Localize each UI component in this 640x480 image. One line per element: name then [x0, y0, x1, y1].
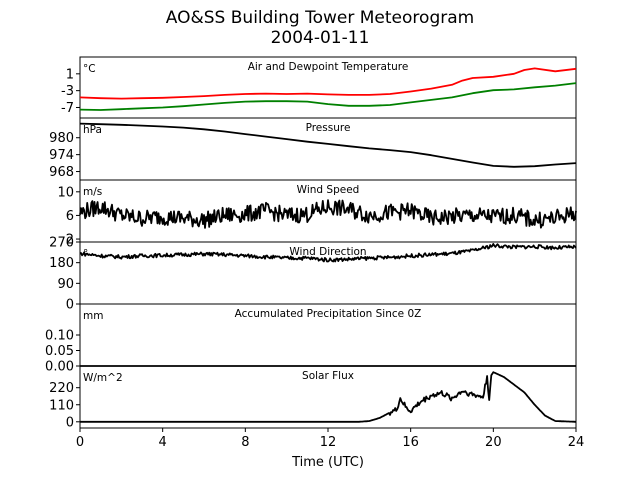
ytick-label-3-2: 180: [49, 256, 74, 271]
series-line-3-0: [79, 243, 577, 263]
xtick-label-1: 4: [159, 435, 167, 450]
ytick-label-3-3: 270: [49, 236, 74, 251]
xtick-label-4: 16: [402, 435, 419, 450]
ytick-label-1-2: 980: [49, 131, 74, 146]
series-line-1-0: [79, 122, 577, 168]
series-line-5-0: [80, 371, 576, 423]
figure-subtitle: 2004-01-11: [270, 28, 370, 48]
series-line-0-1: [79, 82, 577, 111]
ytick-label-0-1: -3: [61, 84, 74, 99]
ytick-label-0-2: 1: [66, 67, 74, 82]
xtick-label-6: 24: [568, 435, 585, 450]
ytick-label-1-0: 968: [49, 165, 74, 180]
x-axis-label: Time (UTC): [291, 455, 364, 470]
panel-title-3: Wind Direction: [289, 246, 366, 258]
ytick-label-4-0: 0.00: [45, 360, 74, 375]
panel-unit-4: mm: [83, 310, 103, 322]
panel-title-4: Accumulated Precipitation Since 0Z: [235, 308, 422, 320]
ytick-label-3-0: 0: [66, 298, 74, 313]
ytick-label-4-1: 0.05: [45, 344, 74, 359]
panel-title-1: Pressure: [306, 122, 351, 134]
xtick-label-0: 0: [76, 435, 84, 450]
panel-unit-2: m/s: [83, 186, 102, 198]
ytick-label-4-2: 0.10: [45, 329, 74, 344]
ytick-label-5-2: 220: [49, 381, 74, 396]
ytick-label-0-0: -7: [61, 101, 74, 116]
panel-title-5: Solar Flux: [302, 370, 354, 382]
panel-unit-0: °C: [83, 63, 96, 75]
panel-unit-1: hPa: [83, 124, 102, 136]
ytick-label-2-2: 10: [57, 185, 74, 200]
series-line-2-0: [79, 199, 577, 229]
ytick-label-2-0: 2: [66, 233, 74, 248]
figure-title: AO&SS Building Tower Meteorogram: [165, 8, 475, 28]
panel-title-2: Wind Speed: [297, 184, 360, 196]
xtick-label-2: 8: [241, 435, 249, 450]
ytick-label-5-1: 110: [49, 398, 74, 413]
ytick-label-3-1: 90: [57, 277, 74, 292]
panel-unit-5: W/m^2: [83, 372, 123, 384]
xtick-label-5: 20: [485, 435, 502, 450]
ytick-label-5-0: 0: [66, 415, 74, 430]
xtick-label-3: 12: [320, 435, 337, 450]
ytick-label-2-1: 6: [66, 209, 74, 224]
series-line-0-0: [79, 67, 577, 100]
panel-title-0: Air and Dewpoint Temperature: [248, 61, 409, 73]
ytick-label-1-1: 974: [49, 148, 74, 163]
